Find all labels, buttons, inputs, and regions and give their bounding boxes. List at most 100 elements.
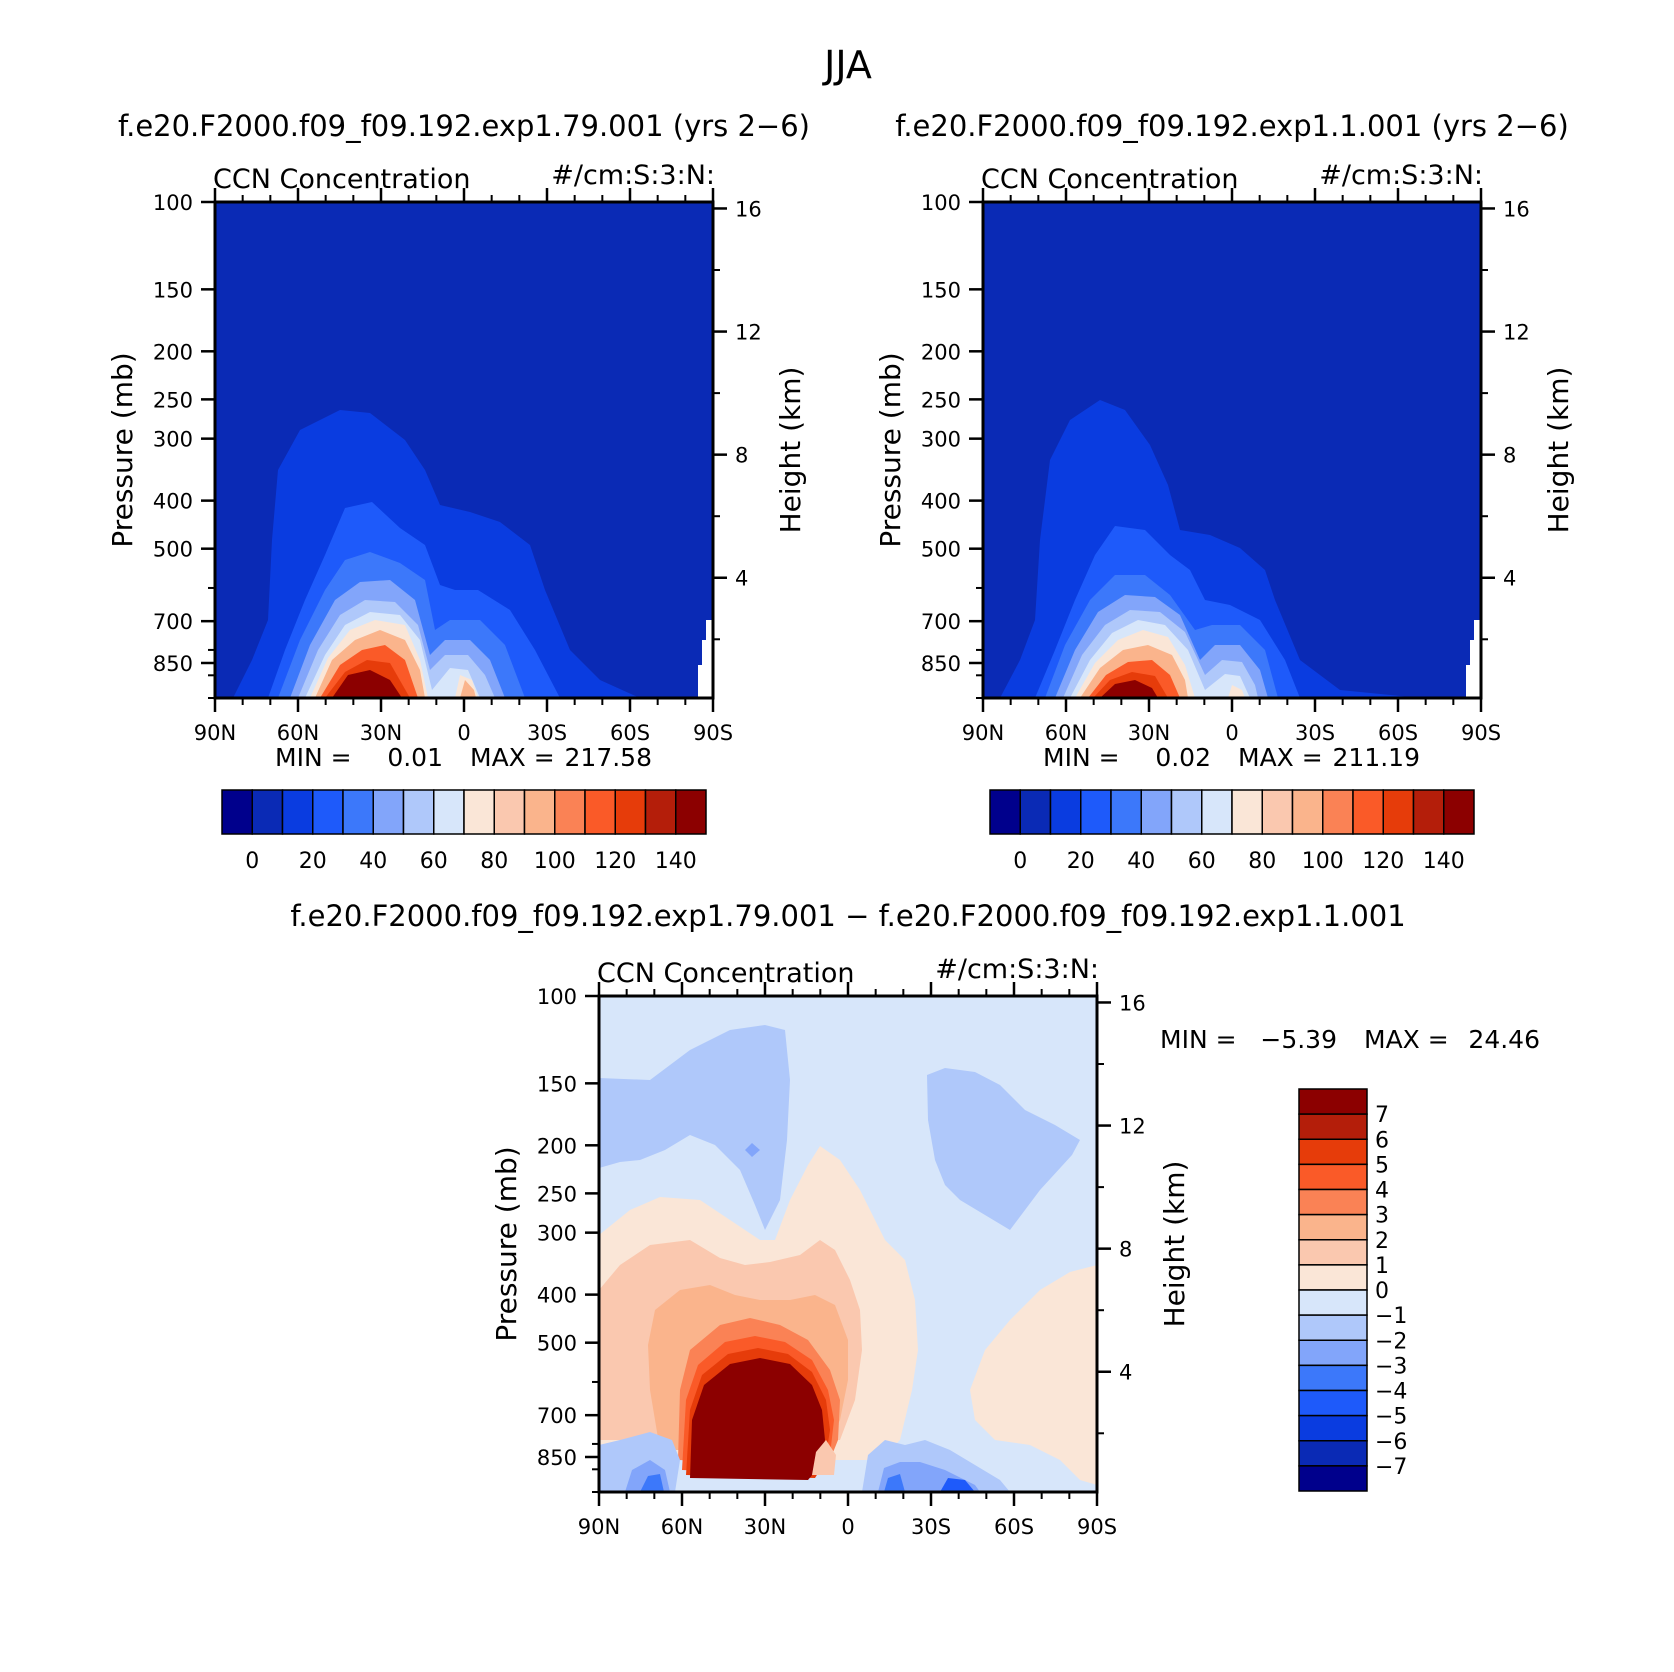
colorbar-box	[1412, 789, 1445, 835]
y-right-tick-label: 12	[1119, 1115, 1146, 1139]
y-tick-label: 400	[921, 490, 961, 514]
panel-c-neg1-left	[599, 1025, 790, 1230]
colorbar-box	[1443, 789, 1475, 835]
colorbar-box	[402, 789, 435, 835]
x-tick-label: 30N	[360, 721, 402, 745]
x-tick-label: 30N	[744, 1515, 786, 1539]
y-right-tick-label: 8	[1503, 444, 1516, 468]
y-tick-label: 150	[921, 278, 961, 302]
panel-a-missing	[698, 620, 713, 698]
x-tick-label: 60N	[661, 1515, 703, 1539]
panel-b-min-label: MIN =	[1043, 743, 1120, 772]
panel-c-right-label: #/cm:S:3:N:	[935, 954, 1099, 985]
panel-c-plot	[599, 996, 1097, 1492]
colorbar-tick-label: 40	[359, 849, 387, 874]
colorbar-tick-label: 60	[1188, 849, 1216, 874]
x-tick-label: 0	[1225, 721, 1238, 745]
y-right-tick-label: 4	[1503, 567, 1516, 591]
colorbar-tick-label: −6	[1375, 1430, 1407, 1455]
colorbar-tick-label: 140	[655, 849, 697, 874]
panel-c-neg2-left-spot	[745, 1143, 760, 1157]
panel-c-pos-notch	[812, 1440, 836, 1475]
panel-a-left-label: CCN Concentration	[213, 164, 471, 195]
panel-a-min-value: 0.01	[387, 743, 443, 772]
colorbar-box	[1261, 789, 1294, 835]
y-tick-label: 300	[537, 1222, 577, 1246]
x-tick-label: 60N	[277, 721, 319, 745]
colorbar-box	[1298, 1088, 1368, 1115]
colorbar-tick-label: −1	[1375, 1304, 1407, 1329]
panel-a-max-label: MAX =	[470, 743, 555, 772]
colorbar-tick-label: 4	[1375, 1179, 1389, 1204]
panel-b-axes: 100 150 200 250 300 400 500 700 850 16 12 8 4 90N 60N 3…	[921, 188, 1530, 745]
panel-a-plot	[215, 202, 713, 698]
x-tick-label: 60S	[610, 721, 650, 745]
y-tick-label: 850	[921, 652, 961, 676]
colorbar-box	[644, 789, 677, 835]
colorbar-box	[1298, 1213, 1368, 1241]
colorbar-tick-label: −2	[1375, 1329, 1407, 1354]
colorbar-box	[1298, 1465, 1368, 1492]
colorbar-tick-label: 0	[1375, 1279, 1389, 1304]
panel-c-max-value: 24.46	[1468, 1025, 1540, 1054]
colorbar-box	[675, 789, 707, 835]
y-tick-label: 100	[921, 191, 961, 215]
panel-a-ylabel: Pressure (mb)	[106, 352, 139, 547]
panel-a-ylabel-right: Height (km)	[774, 367, 807, 534]
y-tick-label: 500	[537, 1332, 577, 1356]
y-tick-label: 200	[537, 1134, 577, 1158]
panel-a-max-value: 217.58	[565, 743, 652, 772]
panel-c-min-value: −5.39	[1260, 1025, 1337, 1054]
colorbar-box	[523, 789, 556, 835]
colorbar-box	[1140, 789, 1173, 835]
figure-title: JJA	[822, 43, 872, 87]
y-tick-label: 500	[921, 538, 961, 562]
panel-c: f.e20.F2000.f09_f09.192.exp1.79.001 − f.…	[290, 899, 1540, 1539]
panel-a-axes: 100 150 200 250 300 400 500 700 850 16 12 8 4 90N 60N 3…	[153, 188, 762, 745]
y-tick-label: 500	[153, 538, 193, 562]
panel-b: f.e20.F2000.f09_f09.192.exp1.1.001 (yrs …	[874, 109, 1575, 874]
panel-c-neg1-right	[927, 1068, 1080, 1230]
colorbar-tick-label: 100	[1302, 849, 1344, 874]
y-right-tick-label: 16	[735, 197, 762, 221]
x-tick-label: 90N	[194, 721, 236, 745]
panel-c-max-label: MAX =	[1364, 1025, 1449, 1054]
y-tick-label: 300	[921, 428, 961, 452]
colorbar-box	[1352, 789, 1384, 835]
x-tick-label: 30S	[1295, 721, 1335, 745]
colorbar-tick-label: −5	[1375, 1405, 1407, 1430]
panel-c-title: f.e20.F2000.f09_f09.192.exp1.79.001 − f.…	[290, 899, 1405, 933]
panel-b-contour-11	[1100, 680, 1158, 698]
y-tick-label: 250	[153, 388, 193, 412]
panel-c-ylabel: Pressure (mb)	[490, 1146, 523, 1341]
colorbar-box	[1298, 1364, 1368, 1392]
panel-a-right-label: #/cm:S:3:N:	[551, 160, 715, 191]
colorbar-box	[312, 789, 344, 835]
colorbar-box	[221, 789, 253, 835]
y-right-tick-label: 8	[735, 444, 748, 468]
colorbar-box	[372, 789, 405, 835]
panel-b-max-label: MAX =	[1238, 743, 1323, 772]
colorbar-box	[1298, 1188, 1368, 1216]
colorbar-box	[1231, 789, 1263, 835]
colorbar-box	[1298, 1113, 1368, 1140]
colorbar-box	[1049, 789, 1082, 835]
x-tick-label: 90N	[962, 721, 1004, 745]
colorbar-box	[614, 789, 647, 835]
x-tick-label: 30N	[1128, 721, 1170, 745]
colorbar-box	[1298, 1389, 1368, 1417]
x-tick-label: 60N	[1045, 721, 1087, 745]
colorbar-box	[463, 789, 495, 835]
colorbar-tick-label: 80	[1248, 849, 1276, 874]
y-tick-label: 700	[921, 610, 961, 634]
colorbar-box	[1110, 789, 1142, 835]
x-tick-label: 90S	[1461, 721, 1501, 745]
colorbar-tick-label: 0	[245, 849, 259, 874]
colorbar-tick-label: 140	[1423, 849, 1465, 874]
y-tick-label: 250	[921, 388, 961, 412]
y-tick-label: 150	[153, 278, 193, 302]
colorbar-tick-label: 60	[420, 849, 448, 874]
x-tick-label: 60S	[994, 1515, 1034, 1539]
colorbar-box	[1298, 1163, 1368, 1191]
